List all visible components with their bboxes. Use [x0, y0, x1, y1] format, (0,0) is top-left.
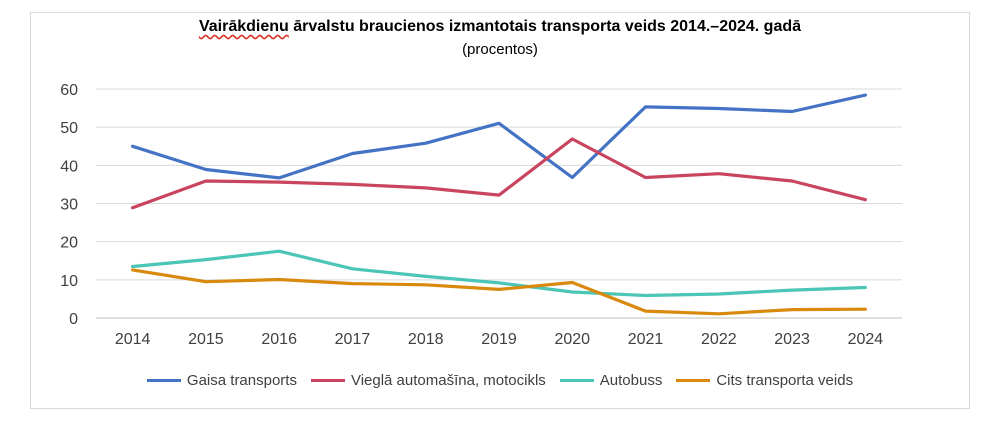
chart-title: Vairākdienu ārvalstu braucienos izmantot…: [0, 18, 1000, 36]
legend-item: Vieglā automašīna, motocikls: [310, 372, 546, 389]
series-line-4: [131, 268, 868, 316]
y-tick-label: 10: [60, 273, 78, 290]
legend-swatch: [676, 379, 711, 382]
legend-label: Vieglā automašīna, motocikls: [350, 372, 546, 389]
legend-swatch: [310, 379, 345, 382]
legend-swatch: [146, 379, 181, 382]
legend-label: Cits transporta veids: [716, 372, 854, 389]
x-tick-label: 2023: [774, 331, 810, 348]
y-tick-label: 30: [60, 197, 78, 214]
legend-label: Autobuss: [599, 372, 663, 389]
series-line-3: [131, 249, 868, 298]
chart-title-first-word: Vairākdienu: [198, 18, 289, 35]
series-line-1: [131, 93, 868, 180]
legend-item: Cits transporta veids: [676, 372, 853, 389]
legend-label: Gaisa transports: [186, 372, 297, 389]
x-tick-label: 2021: [628, 331, 664, 348]
chart-frame: [30, 12, 970, 409]
chart-title-rest: ārvalstu braucienos izmantotais transpor…: [288, 18, 802, 35]
x-tick-label: 2018: [408, 331, 444, 348]
x-tick-label: 2016: [261, 331, 297, 348]
legend-item: Autobuss: [559, 372, 663, 389]
y-tick-label: 40: [60, 158, 78, 175]
x-tick-label: 2015: [188, 331, 224, 348]
legend-swatch: [559, 379, 594, 382]
x-tick-label: 2020: [554, 331, 590, 348]
x-tick-label: 2022: [701, 331, 737, 348]
chart-subtitle: (procentos): [462, 41, 538, 58]
x-tick-label: 2017: [335, 331, 371, 348]
x-tick-label: 2024: [848, 331, 884, 348]
legend-item: Gaisa transports: [146, 372, 297, 389]
x-tick-label: 2014: [115, 331, 151, 348]
y-tick-label: 50: [60, 120, 78, 137]
x-tick-label: 2019: [481, 331, 517, 348]
y-tick-label: 20: [60, 235, 78, 252]
chart-legend: Gaisa transports Vieglā automašīna, motoc…: [0, 372, 1000, 389]
y-tick-label: 0: [69, 311, 78, 328]
y-tick-label: 60: [60, 82, 78, 99]
series-line-2: [131, 137, 868, 210]
